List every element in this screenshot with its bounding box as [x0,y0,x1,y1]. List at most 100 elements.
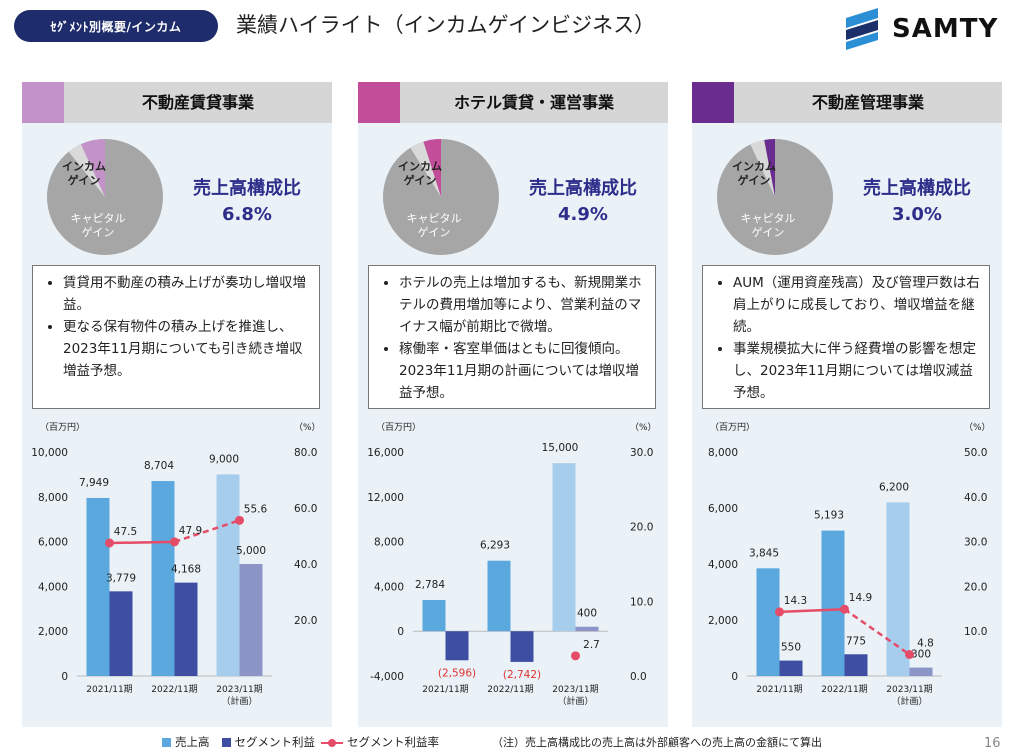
pie-label-income: インカム [398,160,442,173]
data-label-profit: 775 [846,635,866,647]
samty-logo-icon [846,8,878,50]
page-title: 業績ハイライト（インカムゲインビジネス） [236,13,656,37]
pie-label-capital: ゲイン [82,226,115,239]
right-tick-label: 20.0 [964,581,987,593]
ratio-value: 4.9% [558,204,608,225]
pie-slice-highlight [410,141,441,197]
data-label-sales: 7,949 [79,477,109,489]
margin-point [840,604,849,614]
pie-label-capital: キャピタル [741,212,796,225]
bullet-item: 賃貸用不動産の積み上げが奏功し増収増益。 [63,272,311,316]
bar-profit [445,631,469,661]
category-label: 2021/11期 [756,684,802,695]
samty-logo: SAMTY [842,6,1020,54]
ratio-value: 3.0% [892,204,942,225]
data-label-margin: 14.9 [849,592,872,604]
bar-profit [109,591,133,676]
pie-slice-income [764,139,775,197]
ratio-value: 6.8% [222,204,272,225]
legend-profit-swatch [221,737,231,747]
data-label-sales: 2,784 [415,579,445,591]
right-tick-label: 80.0 [294,447,317,459]
right-axis-unit: （%） [294,422,321,433]
bar-sales [487,560,511,632]
pie-label-capital: ゲイン [418,226,451,239]
pie-label-income: インカム [62,160,106,173]
legend-margin-label: セグメント利益率 [347,735,439,749]
category-label-plan: （計画） [557,695,593,707]
panel-header: 不動産管理事業 [692,82,1002,123]
left-axis-unit: （百万円） [376,422,421,433]
right-tick-label: 10.0 [964,626,987,638]
category-label: 2022/11期 [821,684,867,695]
margin-line-segment [843,608,911,656]
pie-slice-highlight [68,144,105,197]
right-tick-label: 40.0 [964,492,987,504]
bar-sales [756,568,780,676]
left-tick-label: 4,000 [374,581,404,593]
data-label-profit: 400 [577,608,597,620]
footnote: （注）売上高構成比の売上高は外部顧客への売上高の金額にて算出 [492,736,822,749]
data-label-sales: 15,000 [542,442,579,454]
left-tick-label: 6,000 [708,503,738,515]
bar-line-chart: （百万円） （%） 8,000 6,000 4,000 2,000 0 50.0 40.0 30.… [708,422,991,707]
category-label-plan: （計画） [891,695,927,707]
bullet-item: ホテルの売上は増加するも、新規開業ホテルの費用増加等により、営業利益のマイナス幅… [399,272,647,338]
bar-line-chart: （百万円） （%） 10,000 8,000 6,000 4,000 2,000 0 80.0 6… [31,422,321,707]
left-tick-label: 12,000 [367,492,404,504]
bar-sales [151,481,175,676]
bar-profit [779,660,803,676]
data-label-sales: 6,200 [879,481,909,493]
category-label: 2023/11期 [886,684,932,695]
ratio-block: 売上高構成比 4.9% [508,176,658,228]
left-tick-label: 6,000 [38,537,68,549]
bar-sales [552,463,576,632]
category-label: 2021/11期 [86,684,132,695]
right-tick-label: 30.0 [964,537,987,549]
data-label-sales: 5,193 [814,510,844,522]
section-tag: ｾｸﾞﾒﾝﾄ別概要/インカム [14,10,218,42]
bar-sales [886,502,910,676]
bullet-item: 更なる保有物件の積み上げを推進し、2023年11月期についても引き続き増収増益予… [63,316,311,382]
category-label: 2021/11期 [422,684,468,695]
left-tick-label: 16,000 [367,447,404,459]
data-label-sales: 9,000 [209,453,239,465]
margin-line-segment [109,540,175,545]
pie-label-capital: ゲイン [752,226,785,239]
data-label-margin: 14.3 [784,595,807,607]
legend-profit-label: セグメント利益 [234,735,316,749]
left-tick-label: 0 [61,671,68,683]
margin-line-segment [174,519,240,544]
bullet-item: 稼働率・客室単価はともに回復傾向。2023年11月期の計画については増収増益予想… [399,338,647,404]
panel-title: ホテル賃貸・運営事業 [453,93,614,112]
margin-point [170,537,179,547]
left-tick-label: 8,000 [708,447,738,459]
panel-color-swatch [358,82,400,123]
margin-point [105,538,114,548]
left-tick-label: 8,000 [374,537,404,549]
pie-label-income: ゲイン [738,173,771,187]
left-axis-unit: （百万円） [40,422,85,433]
bullet-item: AUM（運用資産残高）及び管理戸数は右肩上がりに成長しており、増収増益を継続。 [733,272,981,338]
right-tick-label: 50.0 [964,447,987,459]
bar-line-chart: （百万円） （%） 16,000 12,000 8,000 4,000 0 -4,000 30.… [367,422,656,707]
bar-profit [575,626,599,632]
pie-slice-income [423,139,441,197]
data-label-profit: 5,000 [236,545,266,557]
left-tick-label: 0 [731,671,738,683]
left-tick-label: 4,000 [38,581,68,593]
panel-header: ホテル賃貸・運営事業 [358,82,668,123]
left-axis-unit: （百万円） [710,422,755,433]
pie-label-capital: キャピタル [71,212,126,225]
right-tick-label: 60.0 [294,503,317,515]
data-label-sales: 3,845 [749,547,779,559]
margin-point [571,651,580,661]
data-label-profit: (2,596) [438,667,476,679]
bullet-box: ホテルの売上は増加するも、新規開業ホテルの費用増加等により、営業利益のマイナス幅… [368,265,656,409]
ratio-title: 売上高構成比 [529,178,637,199]
margin-point [905,649,914,659]
data-label-profit: (2,742) [503,669,541,681]
segment-panel: 不動産賃貸事業 売上高構成比 6.8% 賃貸用不動産の積み上げが奏功し増収増益。… [22,82,332,727]
pie-label-income: ゲイン [404,173,437,187]
